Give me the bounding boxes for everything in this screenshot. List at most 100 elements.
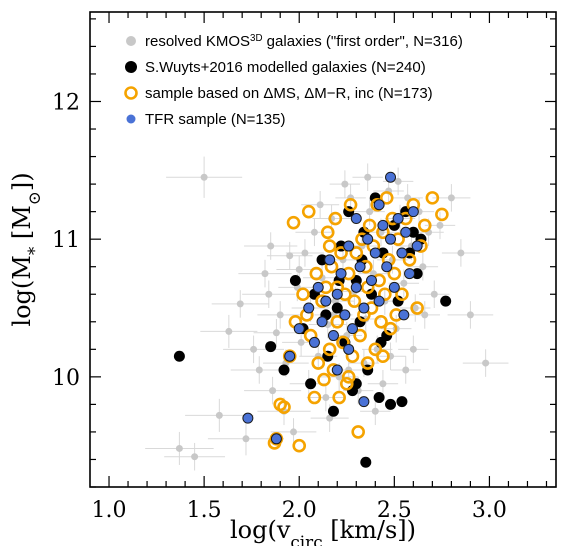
x-tick-label: 1.0 xyxy=(92,498,127,523)
y-tick-labels: 10 11 12 xyxy=(52,90,80,390)
sample-ring-point xyxy=(351,425,365,439)
wuyts-point xyxy=(411,268,423,280)
tfr-point xyxy=(404,268,416,280)
sample-ring-point xyxy=(334,246,348,260)
tfr-point xyxy=(308,336,320,348)
sample-ring-point xyxy=(347,294,362,308)
tfr-point xyxy=(331,288,343,300)
tfr-point xyxy=(343,240,355,252)
kmos3d-point xyxy=(301,249,309,257)
tfr-point xyxy=(335,268,347,280)
kmos3d-point xyxy=(200,173,208,181)
sample-ring-point xyxy=(360,356,375,370)
sample-ring-point xyxy=(349,246,364,260)
tfr-point xyxy=(316,316,328,328)
kmos3d-point xyxy=(242,435,250,443)
wuyts-point xyxy=(289,274,301,286)
ticks-layer xyxy=(90,12,556,488)
tfr-point xyxy=(388,281,400,293)
x-tick-label: 3.0 xyxy=(472,498,507,523)
sample-ring-point xyxy=(341,370,356,384)
legend-label: sample based on ΔMS, ΔM−R, inc (N=173) xyxy=(145,85,433,102)
sample-ring-point xyxy=(378,287,392,302)
plot-frame xyxy=(89,11,557,488)
kmos3d-point xyxy=(267,242,275,250)
tfr-point xyxy=(392,213,404,225)
kmos3d-point xyxy=(265,290,273,298)
kmos3d-point xyxy=(191,453,199,461)
kmos3d-point xyxy=(316,201,324,209)
sample-ring-point xyxy=(296,287,310,302)
tfr-point xyxy=(411,240,423,252)
sample-ring-point xyxy=(353,328,367,343)
x-tick-label: 2.5 xyxy=(377,498,412,523)
sample-ring-point xyxy=(410,301,424,315)
sample-ring-point xyxy=(383,321,398,336)
sample-ring-point xyxy=(301,204,316,219)
y-tick-label: 11 xyxy=(52,228,80,253)
sample-ring-point xyxy=(277,400,291,414)
tfr-point xyxy=(407,206,419,218)
kmos3d-point xyxy=(269,387,277,395)
legend-label: resolved KMOS3D galaxies ("first order",… xyxy=(145,33,463,51)
kmos3d-point xyxy=(402,366,410,374)
kmos3d-point xyxy=(466,311,474,319)
wuyts-point xyxy=(385,398,397,410)
wuyts-point xyxy=(316,254,328,266)
points-layer xyxy=(145,156,509,471)
kmos3d-point xyxy=(394,177,402,185)
wuyts-point xyxy=(407,226,419,238)
tfr-point xyxy=(381,261,393,273)
sample-ring-point xyxy=(330,314,345,329)
y-axis-title: log(M*​ [M⊙​]) xyxy=(8,172,44,326)
tfr-point xyxy=(284,350,296,362)
tfr-point xyxy=(242,412,254,424)
tfr-point xyxy=(400,226,412,238)
legend-marker-blue xyxy=(126,114,136,124)
kmos3d-point xyxy=(255,366,263,374)
tfr-point xyxy=(385,233,397,245)
wuyts-point xyxy=(373,392,385,404)
kmos3d-point xyxy=(326,414,334,422)
wuyts-point xyxy=(360,456,372,468)
tfr-point xyxy=(358,302,370,314)
kmos3d-point xyxy=(457,249,465,257)
sample-ring-point xyxy=(317,372,331,387)
sample-ring-point xyxy=(307,390,322,405)
tfr-point xyxy=(331,364,343,376)
kmos3d-point xyxy=(430,290,438,298)
kmos3d-point xyxy=(215,411,223,419)
sample-ring-point xyxy=(417,218,432,233)
legend-marker-black xyxy=(125,61,137,73)
tfr-point xyxy=(369,247,381,259)
kmos3d-point xyxy=(411,304,419,312)
legend-marker-gray xyxy=(126,36,136,46)
tfr-point xyxy=(362,233,374,245)
legend-marker-orange-ring xyxy=(124,86,138,100)
kmos3d-point xyxy=(250,345,258,353)
y-tick-label: 10 xyxy=(52,366,80,391)
tfr-point xyxy=(354,261,366,273)
y-tick-label: 12 xyxy=(52,90,80,115)
sample-ring-point xyxy=(343,197,358,212)
kmos3d-point xyxy=(261,270,269,278)
kmos3d-point xyxy=(400,279,408,287)
sample-ring-point xyxy=(336,335,350,350)
kmos3d-point xyxy=(286,252,294,260)
legend-label: S.Wuyts+2016 modelled galaxies (N=240) xyxy=(145,59,426,76)
sample-ring-point xyxy=(309,266,324,281)
sample-ring-point xyxy=(332,390,346,405)
sample-ring-point xyxy=(387,266,402,281)
tfr-point xyxy=(327,330,339,342)
tfr-point xyxy=(343,343,355,355)
tfr-point xyxy=(377,219,389,231)
wuyts-point xyxy=(396,396,408,408)
kmos3d-point xyxy=(409,345,417,353)
kmos3d-point xyxy=(236,300,244,308)
legend-label: TFR sample (N=135) xyxy=(145,111,285,128)
sample-ring-point xyxy=(339,376,354,391)
sample-ring-point xyxy=(376,349,390,364)
kmos3d-point xyxy=(482,359,490,367)
tfr-point xyxy=(396,247,408,259)
kmos3d-point xyxy=(379,380,387,388)
